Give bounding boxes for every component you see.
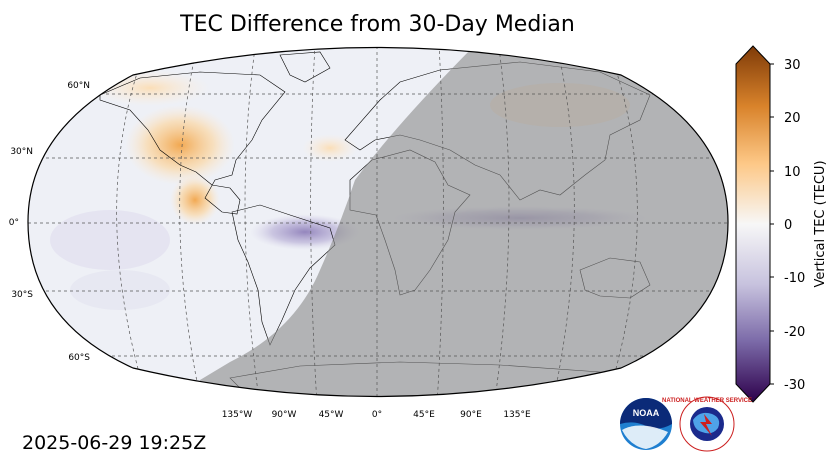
colorbar-label: Vertical TEC (TECU) [813,160,828,287]
lat-label-equator: 0° [9,218,19,228]
lon-label-0: 0° [372,410,382,420]
night-shading [200,47,728,397]
anomaly-north-america [125,105,235,185]
globe-outline [27,46,729,398]
nws-logo: NATIONAL WEATHER SERVICE [662,396,752,452]
lon-label-90e: 90°E [460,410,482,420]
nws-logo-text: NATIONAL WEATHER SERVICE [662,398,752,404]
lat-label-30n: 30°N [10,147,33,157]
colorbar-tick-neg30: -30 [784,378,805,393]
colorbar-bar [735,45,771,403]
lat-label-30s: 30°S [11,290,33,300]
colorbar-tick-marks [770,63,774,385]
colorbar-tick-0: 0 [784,218,792,233]
colorbar-tick-neg10: -10 [784,271,805,286]
gridlines [28,47,728,397]
lon-label-135w: 135°W [222,410,253,420]
colorbar: 30 20 10 0 -10 -20 -30 Vertical TEC (TEC… [735,45,828,403]
anomaly-south-pacific [70,270,170,310]
noaa-logo: NOAA [620,398,672,450]
anomaly-canada [90,70,210,106]
globe [28,47,728,397]
lon-label-90w: 90°W [272,410,297,420]
colorbar-tick-10: 10 [784,165,801,180]
lon-label-45e: 45°E [413,410,435,420]
colorbar-tick-30: 30 [784,58,801,73]
colorbar-tick-20: 20 [784,111,801,126]
colorbar-tick-neg20: -20 [784,325,805,340]
lat-label-60n: 60°N [67,81,90,91]
noaa-logo-text: NOAA [633,408,660,418]
anomaly-east-pacific [50,210,170,270]
lat-label-60s: 60°S [68,353,90,363]
anomaly-north-atlantic [302,134,358,162]
lon-label-135e: 135°E [503,410,531,420]
chart-title: TEC Difference from 30-Day Median [180,12,575,37]
anomaly-central-america [170,175,220,225]
lon-label-45w: 45°W [319,410,344,420]
timestamp: 2025-06-29 19:25Z [22,432,207,454]
